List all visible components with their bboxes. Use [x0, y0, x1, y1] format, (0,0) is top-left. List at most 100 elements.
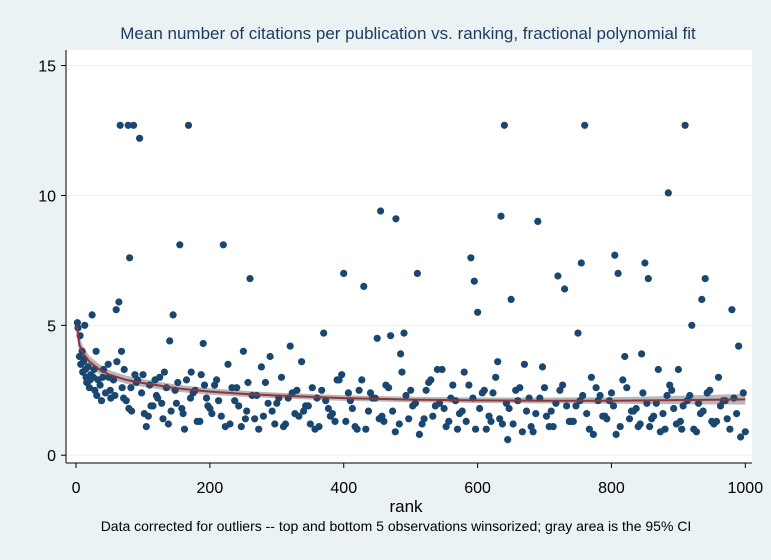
scatter-point — [621, 352, 629, 361]
scatter-point — [614, 269, 622, 277]
scatter-point — [664, 189, 672, 197]
scatter-point — [159, 415, 167, 423]
scatter-point — [125, 404, 133, 413]
scatter-point — [96, 381, 104, 389]
scatter-point — [730, 394, 738, 402]
scatter-point — [208, 410, 216, 418]
scatter-point — [518, 428, 527, 436]
scatter-point — [130, 121, 138, 129]
scatter-point — [492, 373, 500, 381]
scatter-point — [609, 402, 618, 410]
scatter-point — [228, 384, 236, 392]
scatter-point — [641, 259, 649, 267]
scatter-point — [636, 420, 644, 428]
scatter-point — [494, 358, 502, 366]
scatter-point — [387, 332, 395, 340]
scatter-point — [118, 384, 126, 392]
scatter-point — [467, 254, 475, 262]
scatter-point — [425, 378, 433, 387]
scatter-point — [596, 391, 604, 400]
scatter-point — [678, 425, 686, 433]
scatter-point — [112, 306, 120, 314]
scatter-point — [581, 121, 589, 129]
scatter-point — [160, 368, 168, 376]
scatter-point — [435, 399, 444, 407]
scatter-point — [625, 415, 634, 423]
scatter-point — [84, 363, 92, 371]
scatter-point — [281, 420, 290, 428]
scatter-point — [694, 399, 703, 407]
scatter-point — [174, 378, 182, 387]
scatter-point — [413, 269, 421, 277]
scatter-point — [509, 420, 517, 428]
scatter-point — [696, 410, 705, 418]
scatter-point — [362, 425, 370, 433]
scatter-point — [239, 347, 247, 355]
scatter-point — [639, 389, 647, 397]
scatter-point — [455, 410, 464, 418]
scatter-point — [703, 389, 711, 397]
scatter-point — [629, 407, 638, 415]
scatter-point — [295, 412, 303, 420]
scatter-point — [489, 389, 497, 397]
scatter-point — [360, 282, 368, 290]
scatter-point — [215, 397, 223, 405]
scatter-point — [221, 423, 229, 431]
scatter-point — [534, 217, 542, 225]
scatter-point — [418, 420, 426, 428]
scatter-point — [259, 412, 267, 420]
axes: 0 5 10 15 0 200 400 600 800 1000 — [38, 50, 763, 497]
scatter-point — [663, 391, 671, 400]
scatter-point — [113, 358, 121, 366]
scatter-point — [619, 376, 627, 384]
scatter-point — [268, 407, 276, 415]
scatter-point — [251, 415, 259, 423]
scatter-point — [261, 378, 269, 387]
scatter-point — [169, 311, 177, 319]
scatter-point — [587, 373, 596, 381]
scatter-point — [440, 404, 448, 413]
scatter-point — [659, 410, 667, 418]
scatter-point — [504, 436, 512, 444]
scatter-point — [482, 425, 490, 433]
scatter-point — [111, 391, 119, 400]
scatter-point — [701, 275, 709, 283]
scatter-point — [231, 397, 239, 405]
scatter-point — [476, 404, 484, 413]
scatter-point — [714, 373, 723, 381]
scatter-point — [377, 207, 385, 215]
scatter-point — [540, 384, 549, 392]
x-tick-label: 0 — [72, 480, 81, 497]
scatter-point — [532, 410, 540, 418]
scatter-point — [116, 121, 124, 129]
scatter-point — [728, 306, 736, 314]
scatter-point — [529, 428, 537, 436]
scatter-point — [472, 425, 480, 433]
chart-title: Mean number of citations per publication… — [120, 24, 696, 43]
scatter-point — [737, 433, 745, 441]
scatter-point — [474, 308, 482, 316]
scatter-point — [197, 371, 205, 379]
scatter-point — [603, 415, 611, 423]
scatter-point — [315, 423, 323, 431]
scatter-point — [358, 376, 366, 384]
scatter-point — [127, 384, 135, 392]
scatter-point — [654, 365, 662, 374]
scatter-point — [81, 321, 89, 329]
scatter-point — [500, 121, 508, 129]
scatter-point — [563, 402, 571, 410]
scatter-point — [88, 311, 96, 319]
scatter-point — [351, 423, 359, 431]
scatter-point — [589, 430, 598, 438]
scatter-point — [166, 337, 174, 345]
scatter-point — [364, 407, 373, 415]
scatter-point — [176, 241, 184, 249]
scatter-point — [184, 121, 193, 129]
scatter-point — [400, 329, 408, 337]
scatter-point — [638, 350, 646, 358]
scatter-point — [710, 420, 718, 428]
scatter-point — [607, 389, 616, 397]
scatter-point — [335, 376, 343, 384]
scatter-point — [674, 365, 683, 374]
scatter-point — [324, 404, 332, 413]
